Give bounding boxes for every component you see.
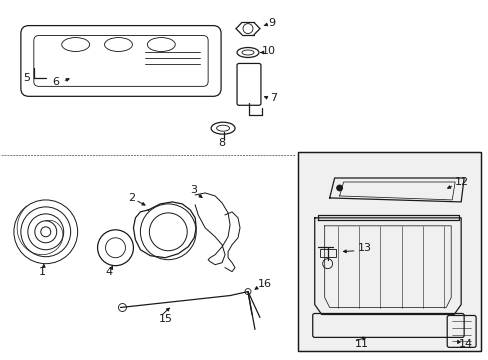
Text: 3: 3	[190, 185, 197, 195]
Text: 6: 6	[53, 77, 60, 87]
Bar	[297, 152, 480, 351]
Text: 14: 14	[458, 339, 472, 349]
Text: 13: 13	[357, 243, 371, 253]
Circle shape	[336, 185, 342, 191]
Text: 9: 9	[267, 18, 274, 28]
Text: 8: 8	[218, 138, 225, 148]
Text: 12: 12	[454, 177, 468, 187]
Text: 1: 1	[39, 267, 46, 276]
Text: 11: 11	[354, 339, 368, 349]
Text: 2: 2	[128, 193, 135, 203]
Text: 15: 15	[158, 314, 172, 324]
Text: 10: 10	[262, 45, 275, 55]
Text: 7: 7	[269, 93, 277, 103]
Bar	[319, 249, 335, 257]
Text: 5: 5	[23, 73, 30, 84]
Text: 16: 16	[258, 279, 271, 289]
Text: 4: 4	[105, 267, 112, 276]
Bar	[297, 152, 480, 351]
